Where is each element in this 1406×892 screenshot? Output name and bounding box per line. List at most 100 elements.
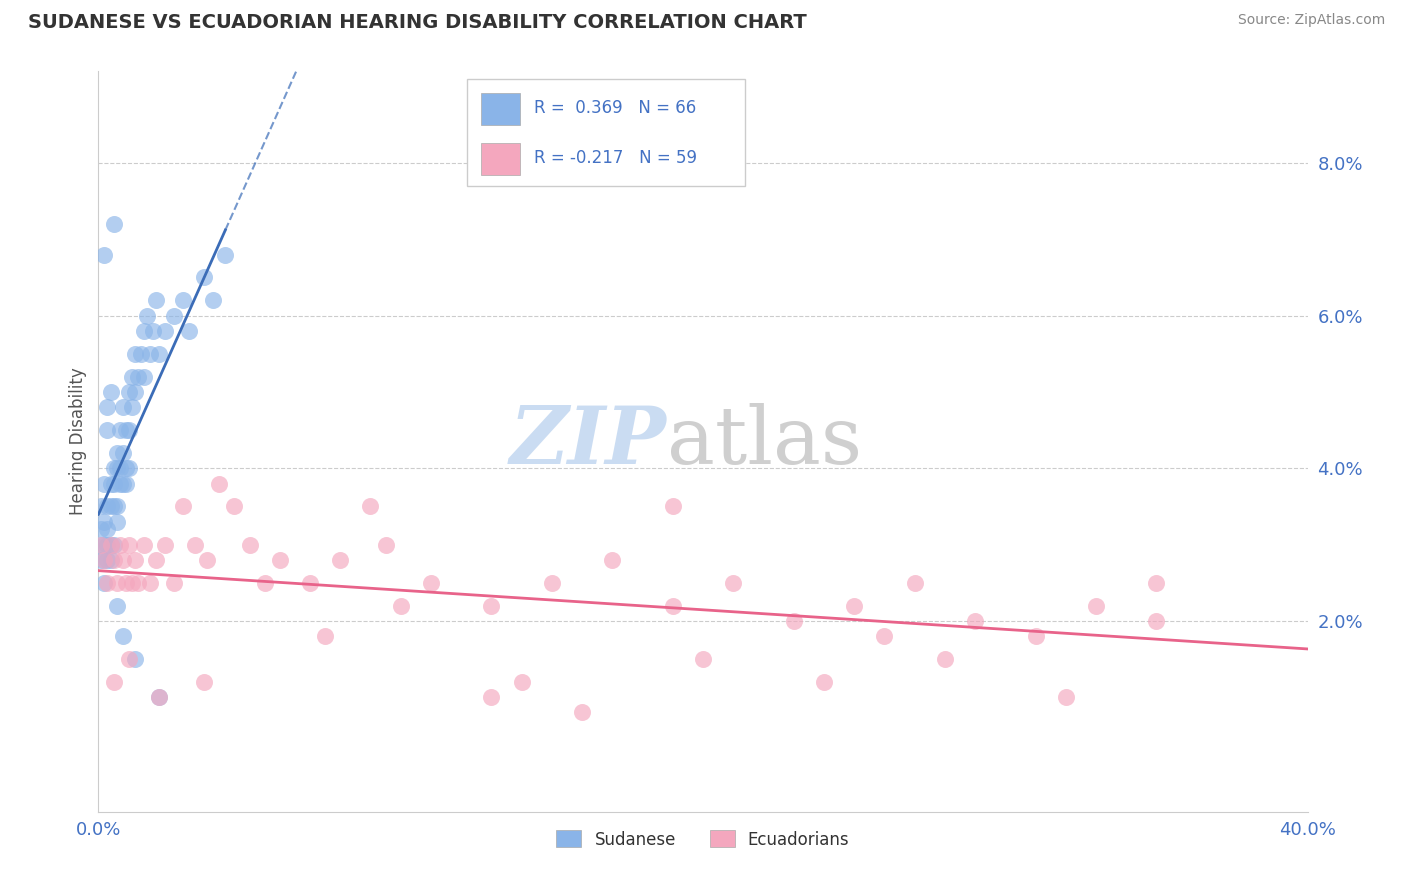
Point	[153, 324, 176, 338]
Text: Source: ZipAtlas.com: Source: ZipAtlas.com	[1237, 13, 1385, 28]
Point	[163, 575, 186, 590]
Point	[481, 690, 503, 705]
Point	[96, 500, 118, 514]
Point	[90, 522, 112, 536]
Point	[1024, 629, 1046, 643]
Point	[193, 675, 215, 690]
Point	[124, 553, 146, 567]
Point	[100, 538, 122, 552]
Point	[96, 400, 118, 414]
Point	[114, 461, 136, 475]
Point	[111, 400, 134, 414]
Point	[127, 575, 149, 590]
Point	[1054, 690, 1077, 705]
Point	[114, 476, 136, 491]
Point	[124, 384, 146, 399]
Point	[269, 553, 291, 567]
Point	[179, 324, 201, 338]
Point	[103, 553, 125, 567]
Point	[103, 461, 125, 475]
Point	[124, 347, 146, 361]
Y-axis label: Hearing Disability: Hearing Disability	[69, 368, 87, 516]
Point	[135, 309, 157, 323]
Point	[934, 652, 956, 666]
Point	[1144, 575, 1167, 590]
Point	[374, 538, 396, 552]
Point	[145, 553, 167, 567]
Point	[329, 553, 352, 567]
Text: SUDANESE VS ECUADORIAN HEARING DISABILITY CORRELATION CHART: SUDANESE VS ECUADORIAN HEARING DISABILIT…	[28, 13, 807, 32]
Point	[172, 293, 194, 308]
Point	[121, 369, 143, 384]
Point	[90, 553, 112, 567]
Point	[90, 500, 112, 514]
Point	[105, 599, 128, 613]
Point	[118, 423, 141, 437]
Point	[93, 476, 115, 491]
Point	[145, 293, 167, 308]
Point	[420, 575, 443, 590]
Point	[108, 538, 131, 552]
Point	[93, 575, 115, 590]
Point	[114, 575, 136, 590]
Point	[93, 247, 115, 261]
Point	[103, 217, 125, 231]
Point	[100, 538, 122, 552]
Point	[873, 629, 896, 643]
Point	[90, 538, 112, 552]
Point	[96, 423, 118, 437]
Point	[139, 347, 162, 361]
Point	[153, 538, 176, 552]
Point	[100, 384, 122, 399]
Point	[108, 476, 131, 491]
Point	[661, 500, 683, 514]
Point	[118, 652, 141, 666]
Point	[224, 500, 246, 514]
Point	[208, 476, 231, 491]
Point	[100, 553, 122, 567]
Point	[1085, 599, 1108, 613]
Point	[121, 575, 143, 590]
Point	[90, 538, 112, 552]
Point	[96, 522, 118, 536]
Point	[314, 629, 336, 643]
Point	[103, 675, 125, 690]
Point	[148, 690, 170, 705]
Point	[540, 575, 562, 590]
Point	[96, 553, 118, 567]
Point	[124, 652, 146, 666]
Point	[510, 675, 533, 690]
Point	[114, 423, 136, 437]
Point	[602, 553, 624, 567]
Point	[360, 500, 382, 514]
Point	[132, 324, 155, 338]
Point	[127, 369, 149, 384]
Point	[118, 384, 141, 399]
Point	[132, 538, 155, 552]
Point	[118, 538, 141, 552]
Point	[904, 575, 927, 590]
Point	[96, 538, 118, 552]
Point	[96, 575, 118, 590]
Point	[239, 538, 262, 552]
Point	[148, 347, 170, 361]
Point	[100, 500, 122, 514]
Point	[202, 293, 225, 308]
Point	[105, 575, 128, 590]
Point	[108, 423, 131, 437]
Point	[813, 675, 835, 690]
Point	[121, 400, 143, 414]
Point	[132, 369, 155, 384]
Point	[195, 553, 218, 567]
Point	[148, 690, 170, 705]
Point	[139, 575, 162, 590]
Point	[692, 652, 714, 666]
Point	[103, 476, 125, 491]
Point	[105, 446, 128, 460]
Point	[100, 476, 122, 491]
Point	[214, 247, 236, 261]
Text: ZIP: ZIP	[510, 403, 666, 480]
Point	[723, 575, 745, 590]
Point	[193, 270, 215, 285]
Legend: Sudanese, Ecuadorians: Sudanese, Ecuadorians	[550, 823, 856, 855]
